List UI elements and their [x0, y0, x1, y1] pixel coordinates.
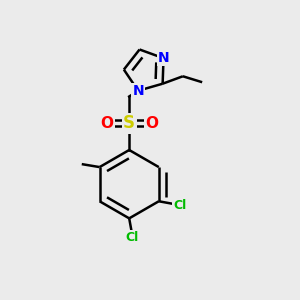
- Text: S: S: [123, 114, 135, 132]
- Text: N: N: [158, 51, 169, 65]
- Text: O: O: [145, 116, 158, 131]
- Text: N: N: [132, 84, 144, 98]
- Text: Cl: Cl: [173, 199, 186, 212]
- Text: Cl: Cl: [125, 231, 139, 244]
- Text: O: O: [100, 116, 113, 131]
